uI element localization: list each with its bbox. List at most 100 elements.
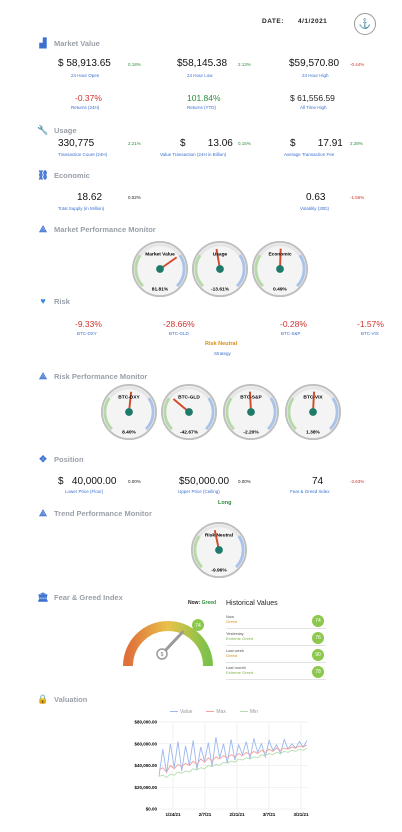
- tx-count-label: Transaction Count (24H): [58, 152, 108, 157]
- valuation-section-title: 🔒 Valuation: [37, 693, 88, 704]
- high-label: 24 Hour High: [302, 73, 329, 78]
- tx-value-label: Value Transaction (24H in Billion): [160, 152, 227, 157]
- gauge-label: Economic: [268, 251, 291, 257]
- gauge-band: [134, 254, 144, 288]
- gauge-band: [193, 535, 203, 569]
- series-line-min: [158, 747, 308, 779]
- gauge-label: Usage: [213, 251, 228, 257]
- high-value: $59,570.80: [289, 58, 340, 69]
- gauge: BTC-S&P -2.20%: [222, 383, 280, 441]
- trend-perf-section-title: ⟁ Trend Performance Monitor: [38, 507, 152, 518]
- gauge-pivot: [276, 265, 284, 273]
- risk-dxy-label: BTC-DXY: [77, 331, 97, 336]
- risk-sp-value: -0.28%: [280, 319, 307, 329]
- gauge-value: 0.49%: [273, 286, 287, 292]
- low-pct: 2.13%: [238, 62, 251, 67]
- gauge-label: BTC-S&P: [240, 394, 262, 400]
- fg-history-class: Extreme Greed: [226, 670, 254, 675]
- risk-status: Risk Neutral: [205, 341, 238, 347]
- supply-value: 18.62: [77, 192, 103, 203]
- anchor-logo-icon: ⚓: [354, 13, 376, 35]
- lower-price-pct: 0.00%: [128, 479, 141, 484]
- fear-greed-section-title: 🏛 Fear & Greed Index: [37, 591, 123, 602]
- fg-history-class: Extreme Greed: [226, 636, 254, 641]
- gauge-pivot: [156, 265, 164, 273]
- gauge-band: [225, 397, 235, 431]
- x-tick-label: 2/21/21: [229, 812, 245, 817]
- valuation-chart: $0.00 $20,000.00 $40,000.00 $60,000.00 $80,0…: [134, 720, 309, 818]
- share-icon: ⟁: [38, 370, 48, 381]
- ath-value: $ 61,556.59: [290, 93, 335, 103]
- gauge-band: [198, 524, 240, 538]
- fg-history-row: Yesterday Extreme Greed 76: [226, 631, 326, 646]
- gauge-band: [296, 254, 306, 288]
- gauge-band: [163, 397, 173, 431]
- fear-greed-pivot: [156, 648, 168, 660]
- vol-label: Volatility (30D): [300, 206, 330, 211]
- risk-status-label: Strategy: [214, 351, 231, 356]
- date-label: DATE:: [262, 18, 284, 25]
- risk-perf-section-title: ⟁ Risk Performance Monitor: [38, 370, 148, 381]
- fg-history-period: Last month: [226, 665, 246, 670]
- gauge-band: [103, 397, 113, 431]
- bar-chart-icon: ▟: [39, 37, 47, 48]
- gauge-value: 8.40%: [122, 429, 136, 435]
- tx-value-value: $ 13.06: [180, 138, 233, 149]
- gauge: Usage -13.61%: [191, 240, 249, 298]
- x-tick-label: 3/7/21: [263, 812, 276, 817]
- gauge-label: BTC-VIX: [303, 394, 323, 400]
- gauge-pivot: [185, 408, 193, 416]
- chart-legend: Value Max Min: [170, 709, 258, 715]
- gauge-pivot: [309, 408, 317, 416]
- supply-label: Total Supply (in Million): [58, 206, 105, 211]
- fg-now-label: Now:: [188, 600, 201, 606]
- upper-price-label: Upper Price (Ceiling): [178, 489, 220, 494]
- gauge-label: BTC-DXY: [118, 394, 140, 400]
- gauge-band: [199, 243, 241, 257]
- y-tick-label: $0.00: [146, 807, 158, 812]
- fear-greed-meter-value: 74: [195, 623, 201, 629]
- fg-history-value-badge: 76: [312, 632, 324, 644]
- risk-vix-value: -1.57%: [357, 319, 384, 329]
- gauge: BTC-GLD -42.67%: [160, 383, 218, 441]
- lower-price-label: Lower Price (Floor): [65, 489, 104, 494]
- open-value: $ 58,913.65: [58, 58, 111, 69]
- risk-gld-value: -28.66%: [163, 319, 195, 329]
- fg-history-row: Now Greed 74: [226, 614, 326, 629]
- y-tick-label: $80,000.00: [134, 720, 157, 725]
- heart-icon: ♥: [40, 296, 46, 306]
- high-pct: -0.44%: [350, 62, 365, 67]
- gauge-band: [108, 386, 150, 400]
- move-icon: ✥: [39, 453, 47, 464]
- gauge-value: -2.20%: [243, 429, 259, 435]
- fg-history-value-badge: 78: [312, 666, 324, 678]
- fg-history-period: Last week: [226, 648, 245, 653]
- open-label: 24 Hour Open: [71, 73, 100, 78]
- gauge-band: [329, 397, 339, 431]
- fear-greed-value-badge: [192, 619, 204, 631]
- risk-section-title: ♥ Risk: [38, 296, 70, 306]
- gauge-band: [176, 254, 186, 288]
- gauge-band: [205, 397, 215, 431]
- tx-fee-label: Average Transaction Fee: [284, 152, 335, 157]
- gauge: Economic 0.49%: [251, 240, 309, 298]
- gauge-value: 1.38%: [306, 429, 320, 435]
- lower-price-value: $ 40,000.00: [58, 476, 117, 487]
- gauge-pivot: [215, 546, 223, 554]
- gauge-value: -13.61%: [211, 286, 230, 292]
- gauge-label: Risk Neutral: [205, 532, 233, 538]
- bank-icon: 🏛: [37, 591, 49, 602]
- fg-now-value: Greed: [201, 600, 217, 606]
- gauge-band: [259, 243, 301, 257]
- legend-min: Min: [239, 709, 258, 715]
- y-tick-label: $60,000.00: [134, 741, 157, 746]
- returns-24h-value: -0.37%: [75, 93, 102, 103]
- fear-greed-meter: $ 74: [123, 619, 213, 667]
- gauge-band: [236, 254, 246, 288]
- wrench-icon: 🔧: [37, 124, 49, 135]
- gauge: BTC-DXY 8.40%: [100, 383, 158, 441]
- fg-history-row: Last week Greed 90: [226, 648, 326, 663]
- lock-icon: 🔒: [37, 693, 49, 704]
- vol-pct: -1.56%: [350, 195, 365, 200]
- fg-label: Fear & Greed Index: [290, 489, 330, 494]
